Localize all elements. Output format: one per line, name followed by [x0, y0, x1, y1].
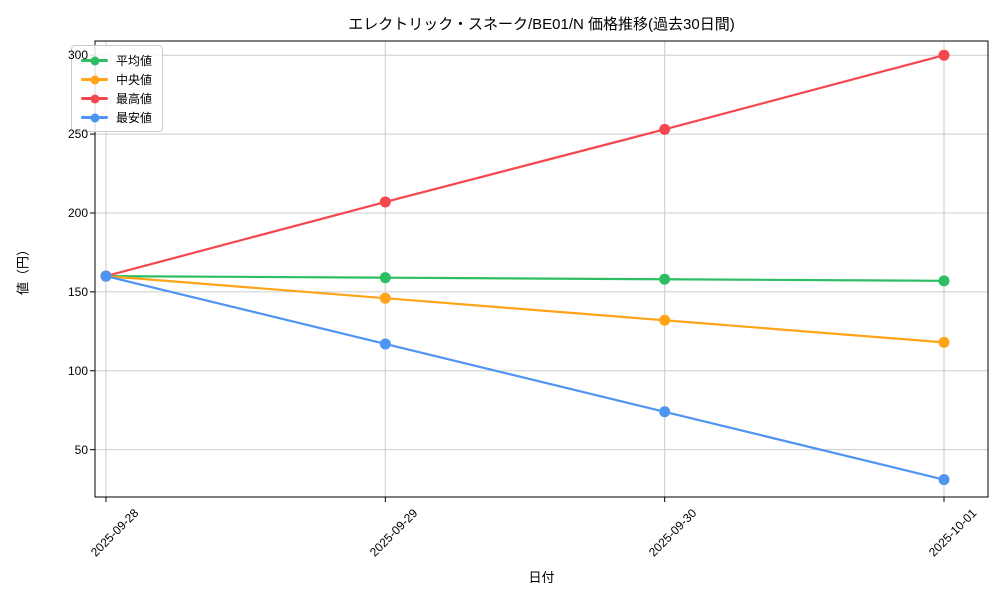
series-2-line: [104, 54, 946, 278]
series-3-marker-icon: [659, 406, 671, 418]
legend: 平均値中央値最高値最安値: [71, 45, 164, 132]
y-tick-label: 50: [74, 442, 88, 457]
plot-border: [94, 40, 989, 498]
legend-label: 最高値: [116, 92, 153, 106]
y-tick-label: 100: [67, 363, 88, 378]
legend-dot-icon: [90, 94, 99, 103]
series-1-marker-icon: [379, 292, 391, 304]
series-2-marker-icon: [938, 49, 950, 61]
legend-item-3: 最安値: [81, 110, 152, 125]
y-tick-label: 300: [67, 48, 88, 63]
series-3-marker-icon: [938, 474, 950, 486]
legend-marker-icon: [81, 56, 108, 65]
legend-dot-icon: [90, 56, 99, 65]
x-axis-label: 日付: [528, 570, 555, 585]
legend-label: 平均値: [116, 54, 153, 68]
legend-item-2: 最高値: [81, 91, 152, 106]
series-3-marker-icon: [100, 270, 112, 282]
legend-item-1: 中央値: [81, 72, 152, 87]
legend-label: 中央値: [116, 73, 153, 87]
series-0-marker-icon: [659, 273, 671, 285]
legend-item-0: 平均値: [81, 53, 152, 68]
series-1-marker-icon: [659, 314, 671, 326]
series-0-marker-icon: [938, 275, 950, 287]
legend-marker-icon: [81, 94, 108, 103]
y-tick-label: 150: [67, 284, 88, 299]
chart-title: エレクトリック・スネーク/BE01/N 価格推移(過去30日間): [348, 16, 735, 33]
series-0-marker-icon: [379, 272, 391, 284]
series-1-marker-icon: [938, 336, 950, 348]
series-1-line: [104, 275, 946, 344]
legend-marker-icon: [81, 75, 108, 84]
series-0-line: [104, 275, 946, 282]
series-2-marker-icon: [659, 123, 671, 135]
series-2-marker-icon: [379, 196, 391, 208]
legend-label: 最安値: [116, 111, 153, 125]
y-tick-label: 250: [67, 127, 88, 142]
y-axis-label: 値（円）: [15, 242, 31, 296]
y-tick-label: 200: [67, 205, 88, 220]
series-3-line: [104, 275, 946, 481]
legend-marker-icon: [81, 113, 108, 122]
series-3-marker-icon: [379, 338, 391, 350]
legend-dot-icon: [90, 113, 99, 122]
legend-dot-icon: [90, 75, 99, 84]
